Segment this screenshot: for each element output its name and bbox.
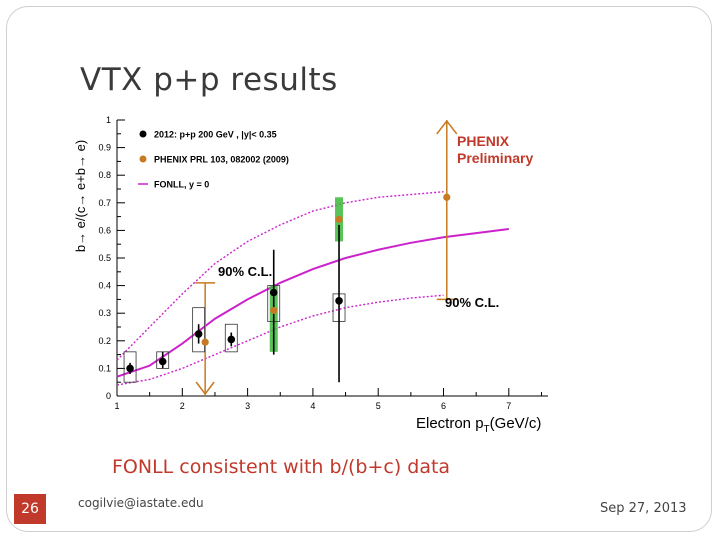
prl-data-point (443, 194, 450, 201)
y-tick-label: 0.2 (98, 336, 111, 346)
run12-data-point (270, 289, 278, 297)
legend-label: FONLL, y = 0 (154, 180, 209, 190)
prl-data-point (270, 307, 277, 314)
y-tick-label: 1 (106, 115, 111, 125)
fonll-lower-curve (117, 295, 444, 385)
x-tick-label: 6 (441, 401, 446, 411)
run12-data-point (195, 330, 203, 338)
x-tick-label: 4 (310, 401, 315, 411)
x-tick-label: 7 (506, 401, 511, 411)
y-tick-label: 0.9 (98, 143, 111, 153)
y-tick-label: 0.7 (98, 198, 111, 208)
slide-title: VTX p+p results (80, 62, 338, 98)
b-fraction-chart: 0 0.1 0.2 0.3 0.4 0.5 0.6 0.7 0.8 0.9 1 1 2 3 4 5 6 7 201… (70, 112, 570, 442)
x-tick-label: 2 (180, 401, 185, 411)
footer-date: Sep 27, 2013 (600, 501, 687, 516)
prl-data-point (202, 339, 209, 346)
y-axis-title: b→ e/(c→ e+b→ e) (73, 140, 88, 252)
y-tick-label: 0.3 (98, 308, 111, 318)
legend-prl-marker (140, 156, 147, 163)
y-tick-label: 0.1 (98, 363, 111, 373)
x-tick-label: 1 (114, 401, 119, 411)
y-tick-label: 0.8 (98, 170, 111, 180)
run12-data-point (159, 358, 167, 366)
run12-data-point (227, 336, 235, 344)
legend-label: 2012: p+p 200 GeV , |y|< 0.35 (154, 130, 277, 140)
prl-data-point (335, 216, 342, 223)
preliminary-label: Preliminary (457, 150, 533, 166)
fonll-upper-curve (117, 192, 444, 360)
x-tick-label: 3 (245, 401, 250, 411)
run12-data-point (335, 297, 343, 305)
legend-label: PHENIX PRL 103, 082002 (2009) (154, 155, 289, 165)
y-tick-label: 0.5 (98, 253, 111, 263)
footer-email: cogilvie@iastate.edu (78, 496, 204, 510)
x-tick-label: 5 (376, 401, 381, 411)
y-tick-label: 0 (106, 391, 111, 401)
y-tick-label: 0.4 (98, 281, 111, 291)
x-axis-title: Electron pT(GeV/c) (416, 415, 541, 435)
legend-run12-marker (140, 131, 147, 138)
cl-low-label: 90% C.L. (218, 264, 272, 279)
phenix-label: PHENIX (457, 133, 510, 149)
y-tick-label: 0.6 (98, 225, 111, 235)
cl-high-label: 90% C.L. (445, 295, 499, 310)
run12-data-point (126, 365, 134, 373)
slide-caption: FONLL consistent with b/(b+c) data (112, 456, 450, 478)
page-number-badge: 26 (14, 494, 46, 524)
